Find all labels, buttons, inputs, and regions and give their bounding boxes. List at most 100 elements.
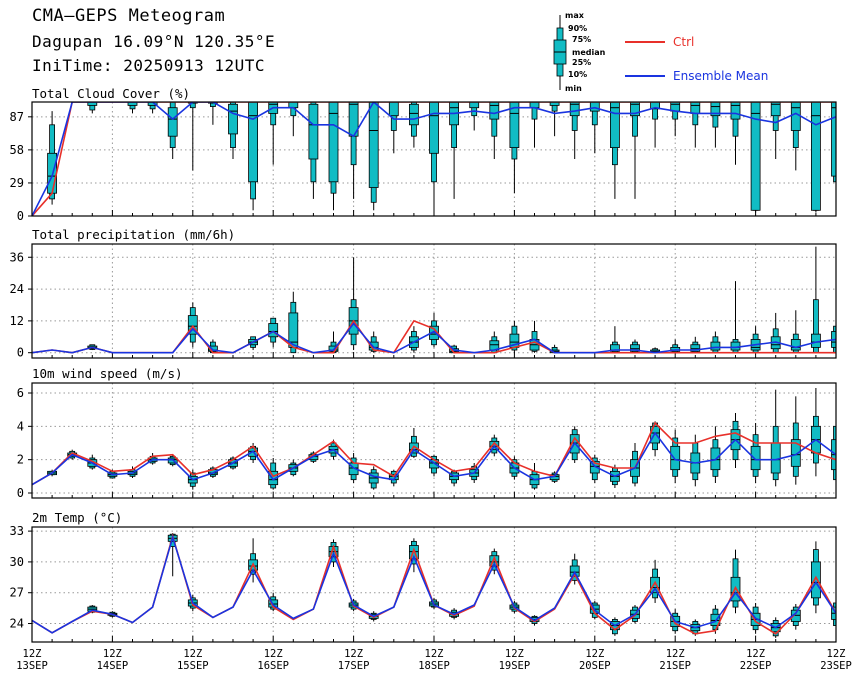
ensemble-box [408, 102, 419, 148]
y-tick-label: 27 [10, 586, 24, 600]
ensemble-box [228, 102, 238, 159]
ensemble-box [770, 102, 781, 159]
ensemble-mean-line [32, 102, 836, 216]
ensemble-box [790, 604, 801, 630]
box-inner [690, 102, 701, 114]
ensemble-box [368, 466, 379, 490]
temp-panel-title: 2m Temp (°C) [32, 510, 123, 525]
box-inner [610, 102, 620, 148]
panel-3: 24 27 30 33 [10, 524, 837, 643]
box-inner [770, 102, 781, 117]
ensemble-box [147, 102, 158, 114]
ensemble-box [469, 102, 480, 131]
box-inner [670, 102, 681, 112]
box-inner [509, 102, 520, 148]
panel-frame [31, 243, 837, 359]
ensemble-box [449, 469, 460, 487]
box-inner [308, 103, 319, 160]
x-date-label: 15SEP [177, 660, 209, 672]
y-tick-label: 12 [10, 314, 24, 328]
legend-box-label: min [565, 84, 582, 93]
y-tick-label: 0 [17, 209, 24, 223]
x-hour-label: 12Z [505, 648, 524, 660]
box-inner [750, 445, 761, 471]
x-date-label: 19SEP [499, 660, 531, 672]
box-inner [408, 103, 419, 126]
legend-box-label: median [572, 48, 606, 57]
box-inner [167, 107, 178, 137]
box-inner [429, 102, 439, 154]
box-inner [248, 102, 259, 183]
box-inner [549, 102, 560, 106]
box-inner [469, 102, 480, 109]
box-outer [772, 102, 779, 131]
ensemble-mean-line [32, 431, 836, 486]
y-tick-label: 33 [10, 524, 24, 538]
ensemble-box [710, 102, 721, 148]
legend-mean-label: Ensemble Mean [673, 69, 768, 83]
ensemble-box [248, 102, 259, 211]
y-tick-label: 24 [10, 282, 24, 296]
ensemble-box [449, 102, 460, 199]
y-tick-label: 0 [17, 486, 24, 500]
ensemble-box [750, 423, 761, 483]
box-inner [388, 102, 399, 117]
x-hour-label: 12Z [183, 648, 202, 660]
x-date-label: 14SEP [97, 660, 129, 672]
x-date-label: 16SEP [257, 660, 289, 672]
x-hour-label: 12Z [827, 648, 846, 660]
x-hour-label: 12Z [344, 648, 363, 660]
box-inner [489, 102, 500, 120]
ensemble-box [770, 389, 781, 487]
ctrl-line [32, 421, 836, 486]
box-outer [591, 102, 598, 126]
ensemble-box [730, 281, 741, 354]
ensemble-box [368, 102, 379, 211]
x-date-label: 18SEP [418, 660, 450, 672]
box-inner [811, 561, 821, 599]
ensemble-box [730, 102, 741, 165]
x-hour-label: 12Z [425, 648, 444, 660]
ensemble-box [187, 302, 198, 348]
box-inner [368, 102, 379, 188]
ensemble-box [268, 458, 279, 490]
box-inner [670, 445, 681, 471]
ensemble-box [489, 548, 500, 575]
box-outer [551, 102, 558, 112]
ensemble-box [328, 102, 339, 211]
y-tick-label: 29 [10, 176, 24, 190]
x-hour-label: 12Z [23, 648, 42, 660]
ensemble-box [650, 102, 660, 148]
x-date-label: 23SEP [820, 660, 852, 672]
ensemble-box [750, 326, 761, 354]
box-inner [589, 102, 600, 112]
box-inner [852, 102, 860, 125]
ensemble-box [770, 312, 781, 354]
box-inner [630, 102, 640, 117]
y-tick-label: 0 [17, 346, 24, 360]
box-inner [630, 344, 640, 352]
plot-area [32, 102, 860, 216]
box-inner [690, 344, 701, 352]
box-inner [610, 344, 620, 352]
box-inner [207, 345, 218, 352]
ensemble-box [589, 102, 600, 154]
ensemble-box [408, 326, 419, 353]
ensemble-box [549, 102, 560, 137]
ensemble-box [529, 463, 540, 490]
ensemble-box [630, 102, 640, 199]
x-date-label: 17SEP [338, 660, 370, 672]
y-tick-label: 2 [17, 453, 24, 467]
y-tick-label: 87 [10, 110, 24, 124]
ensemble-box [268, 102, 279, 165]
x-date-label: 20SEP [579, 660, 611, 672]
panel-0: 0 29 58 87 [10, 101, 860, 223]
wind-panel-title: 10m wind speed (m/s) [32, 366, 183, 381]
box-inner [750, 102, 761, 211]
ensemble-box [790, 102, 801, 171]
box-inner [770, 442, 781, 474]
ensemble-box [710, 426, 721, 483]
box-outer [471, 102, 478, 117]
y-tick-label: 36 [10, 250, 24, 264]
